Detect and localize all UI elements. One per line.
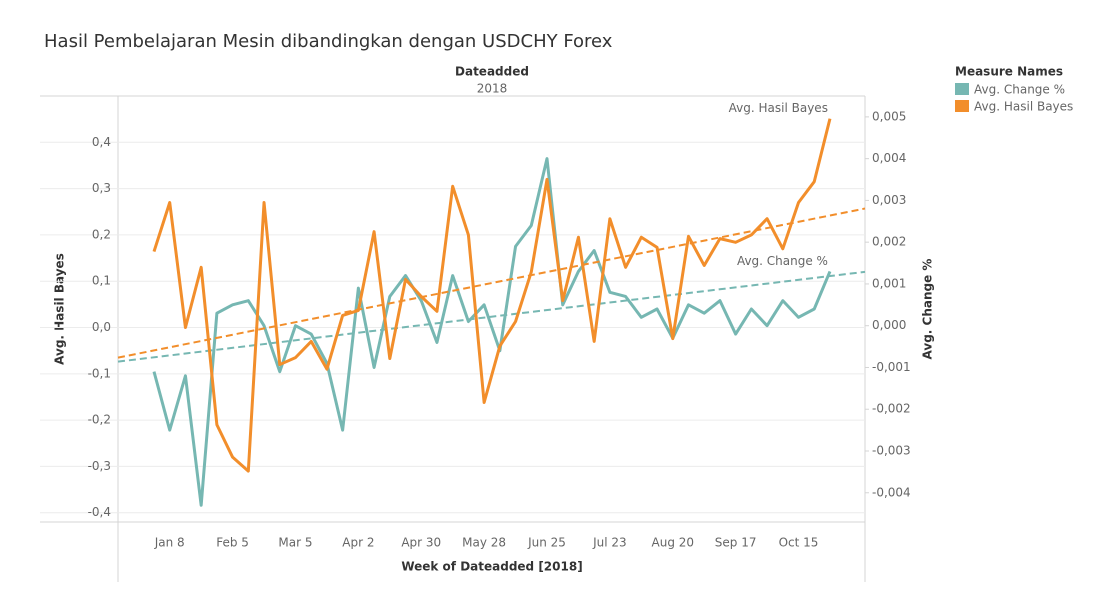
trend-line	[117, 207, 866, 359]
x-tick-label: Sep 17	[715, 536, 757, 550]
x-tick-label: Feb 5	[216, 536, 249, 550]
y-tick-label: 0,3	[92, 181, 111, 195]
trend-line	[117, 270, 866, 363]
y-tick-label: -0,1	[88, 366, 111, 380]
x-tick-label: Jan 8	[154, 536, 185, 550]
line-end-label: Avg. Change %	[737, 254, 828, 268]
legend-swatch	[955, 100, 969, 112]
y-tick-label: -0,4	[88, 505, 111, 519]
x-axis-title: Week of Dateadded [2018]	[401, 560, 582, 574]
legend-title: Measure Names	[955, 65, 1063, 79]
x-tick-label: Apr 2	[342, 536, 374, 550]
y2-tick-label: -0,002	[872, 402, 911, 416]
line-end-label: Avg. Hasil Bayes	[729, 101, 828, 115]
legend-label: Avg. Change %	[974, 83, 1065, 97]
y2-axis-title: Avg. Change %	[921, 259, 935, 360]
y-axis-title: Avg. Hasil Bayes	[53, 253, 67, 365]
header-value: 2018	[477, 82, 508, 96]
y2-tick-label: 0,000	[872, 318, 906, 332]
chart-title: Hasil Pembelajaran Mesin dibandingkan de…	[44, 31, 613, 52]
x-tick-label: Mar 5	[278, 536, 312, 550]
x-tick-label: May 28	[462, 536, 506, 550]
legend-label: Avg. Hasil Bayes	[974, 100, 1073, 114]
legend-swatch	[955, 83, 969, 95]
x-tick-label: Jun 25	[527, 536, 566, 550]
series-line	[152, 118, 832, 473]
x-tick-label: Aug 20	[652, 536, 695, 550]
y2-tick-label: -0,001	[872, 360, 911, 374]
x-tick-label: Oct 15	[779, 536, 819, 550]
y2-tick-label: 0,002	[872, 235, 906, 249]
y-tick-label: 0,2	[92, 227, 111, 241]
y2-tick-label: 0,003	[872, 193, 906, 207]
header-title: Dateadded	[455, 65, 529, 79]
x-tick-label: Apr 30	[401, 536, 441, 550]
y2-tick-label: -0,003	[872, 444, 911, 458]
y2-tick-label: 0,004	[872, 151, 906, 165]
y2-tick-label: -0,004	[872, 485, 911, 499]
y-tick-label: 0,1	[92, 274, 111, 288]
y2-tick-label: 0,001	[872, 276, 906, 290]
y-tick-label: 0,4	[92, 135, 111, 149]
y-tick-label: -0,3	[88, 459, 111, 473]
y-tick-label: 0,0	[92, 320, 111, 334]
x-tick-label: Jul 23	[592, 536, 627, 550]
series-line	[152, 157, 832, 507]
y2-tick-label: 0,005	[872, 109, 906, 123]
y-tick-label: -0,2	[88, 413, 111, 427]
